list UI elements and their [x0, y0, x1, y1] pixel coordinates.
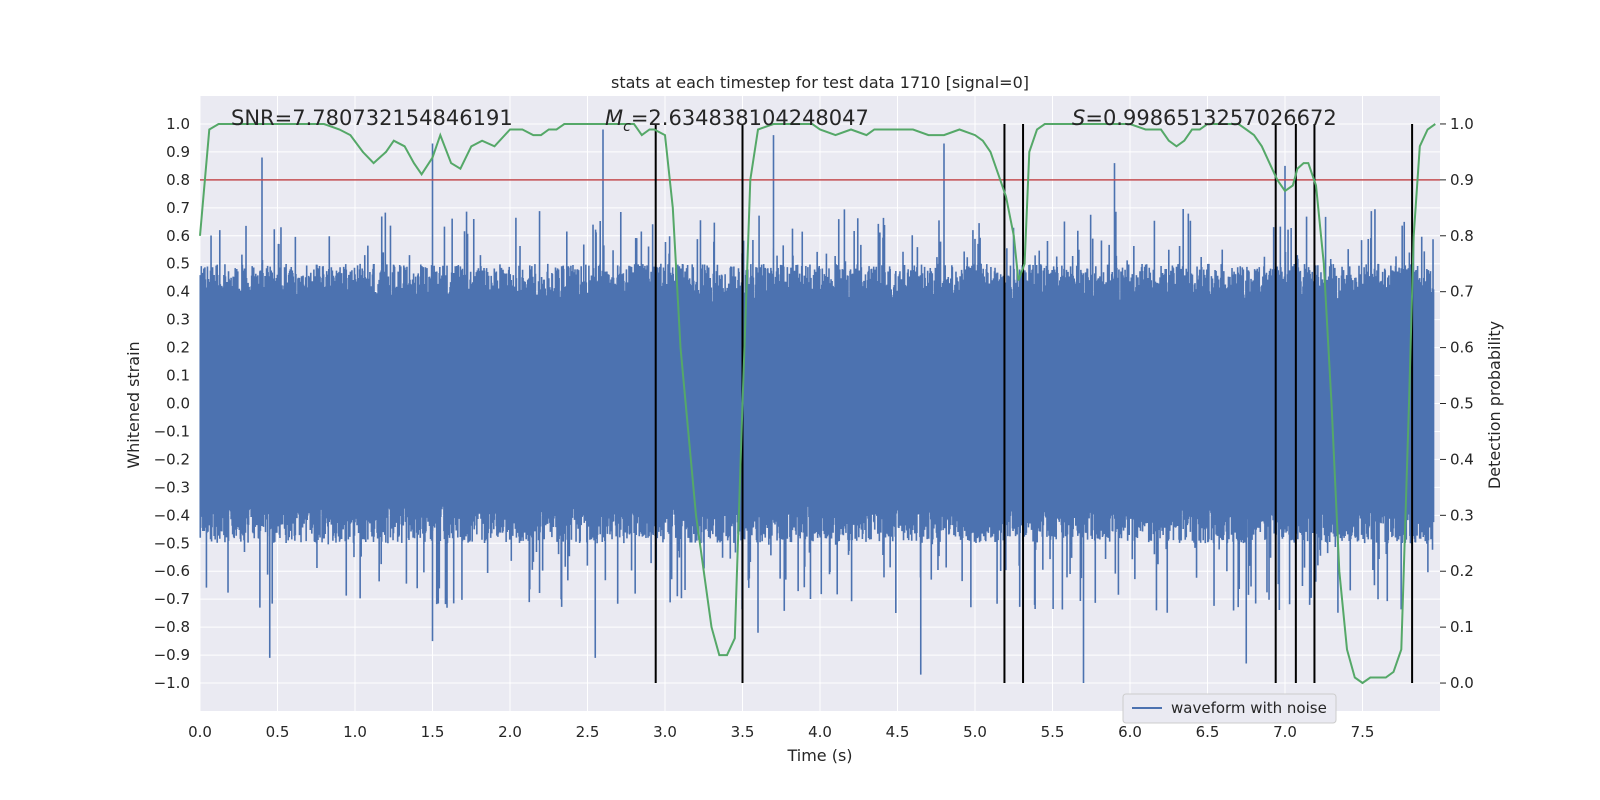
y-left-tick-label: 0.9: [166, 143, 190, 161]
detection-probability-series: [199, 123, 1436, 685]
x-tick-label: 6.0: [1118, 723, 1142, 741]
y-left-tick-label: −0.9: [154, 646, 190, 664]
y-left-tick-label: −0.7: [154, 590, 190, 608]
chirp-mass-symbol: M: [605, 106, 623, 130]
x-tick-label: 3.0: [653, 723, 677, 741]
chirp-mass-subscript: c: [623, 119, 631, 135]
y-left-tick-label: 1.0: [166, 115, 190, 133]
x-tick-label: 0.0: [188, 723, 212, 741]
y-right-tick-label: 1.0: [1450, 115, 1474, 133]
y-right-tick-label: 0.3: [1450, 506, 1474, 524]
y-left-tick-label: 0.5: [166, 255, 190, 273]
x-tick-label: 1.5: [421, 723, 445, 741]
y-left-tick-label: 0.4: [166, 283, 190, 301]
y-left-tick-label: 0.0: [166, 395, 190, 413]
y-left-tick-label: −0.3: [154, 478, 190, 496]
y-left-tick-label: 0.3: [166, 311, 190, 329]
x-tick-label: 5.0: [963, 723, 987, 741]
chirp-mass-annotation: Mc=2.634838104248047: [605, 106, 869, 135]
y-left-tick-label: 0.8: [166, 171, 190, 189]
y-left-tick-label: −0.1: [154, 422, 190, 440]
x-tick-label: 4.0: [808, 723, 832, 741]
x-tick-label: 3.5: [731, 723, 755, 741]
x-axis-ticks: 0.0 0.5 1.0 1.5 2.0 2.5 3.0 3.5 4.0 4.5 5.0 5.5 6.0 6…: [188, 723, 1374, 741]
s-value: =0.9986513257026672: [1085, 106, 1336, 130]
probability-line: [199, 123, 1436, 685]
chirp-mass-value: =2.634838104248047: [631, 106, 869, 130]
y-left-tick-label: 0.6: [166, 227, 190, 245]
x-tick-label: 2.0: [498, 723, 522, 741]
x-tick-label: 7.5: [1351, 723, 1375, 741]
y-right-tick-label: 0.7: [1450, 283, 1474, 301]
legend-box: [1122, 693, 1337, 724]
y-right-axis-label: Detection probability: [1485, 321, 1504, 489]
y-left-tick-label: 0.7: [166, 199, 190, 217]
y-left-tick-label: −0.4: [154, 506, 190, 524]
y-right-tick-label: 0.1: [1450, 618, 1474, 636]
y-right-tick-label: 0.6: [1450, 339, 1474, 357]
x-tick-label: 7.0: [1273, 723, 1297, 741]
legend-label: waveform with noise: [1171, 699, 1327, 717]
y-left-tick-label: 0.1: [166, 367, 190, 385]
s-annotation: S=0.9986513257026672: [1072, 106, 1337, 130]
y-left-axis-label: Whitened strain: [124, 341, 143, 468]
y-left-tick-label: −0.5: [154, 534, 190, 552]
x-tick-label: 2.5: [576, 723, 600, 741]
y-right-tick-label: 0.5: [1450, 395, 1474, 413]
y-left-axis-ticks: 1.0 0.9 0.8 0.7 0.6 0.5 0.4 0.3 0.2 0.1 0.0 −0.1 −0.…: [154, 115, 190, 692]
event-lines: [654, 123, 1414, 684]
y-left-tick-label: 0.2: [166, 339, 190, 357]
x-tick-label: 5.5: [1041, 723, 1065, 741]
y-right-tick-label: 0.2: [1450, 562, 1474, 580]
legend: waveform with noise: [1122, 693, 1337, 724]
x-tick-label: 1.0: [343, 723, 367, 741]
x-tick-label: 4.5: [886, 723, 910, 741]
y-left-tick-label: −0.6: [154, 562, 190, 580]
x-tick-label: 0.5: [266, 723, 290, 741]
y-right-tick-label: 0.9: [1450, 171, 1474, 189]
waveform-line: [199, 129, 1435, 684]
y-right-tick-label: 0.8: [1450, 227, 1474, 245]
y-right-tick-label: 0.0: [1450, 674, 1474, 692]
y-right-axis-ticks: 1.0 0.9 0.8 0.7 0.6 0.5 0.4 0.3 0.2 0.1 0.0: [1440, 115, 1474, 692]
y-right-tick-label: 0.4: [1450, 450, 1474, 468]
snr-annotation: SNR=7.780732154846191: [231, 106, 513, 130]
x-axis-label: Time (s): [786, 746, 852, 765]
s-symbol: S: [1072, 106, 1085, 130]
x-tick-label: 6.5: [1196, 723, 1220, 741]
y-left-tick-label: −0.2: [154, 450, 190, 468]
waveform-series: [199, 129, 1435, 684]
y-left-tick-label: −1.0: [154, 674, 190, 692]
chart-title: stats at each timestep for test data 171…: [611, 73, 1029, 92]
y-left-tick-label: −0.8: [154, 618, 190, 636]
